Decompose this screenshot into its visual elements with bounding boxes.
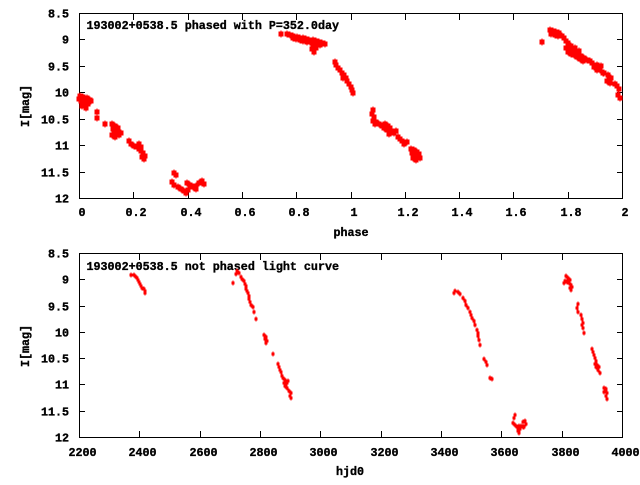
- svg-text:11.5: 11.5: [41, 167, 69, 181]
- svg-text:2: 2: [621, 206, 628, 220]
- svg-text:phase: phase: [333, 226, 368, 240]
- svg-text:11: 11: [55, 140, 69, 154]
- svg-text:3600: 3600: [490, 446, 518, 460]
- svg-text:3800: 3800: [551, 446, 579, 460]
- svg-text:10: 10: [55, 327, 69, 341]
- svg-text:1.8: 1.8: [560, 206, 581, 220]
- svg-text:11.5: 11.5: [41, 406, 69, 420]
- svg-text:8.5: 8.5: [48, 8, 69, 22]
- svg-text:12: 12: [55, 432, 69, 446]
- svg-text:0.6: 0.6: [234, 206, 255, 220]
- svg-text:12: 12: [55, 193, 69, 207]
- svg-text:4000: 4000: [611, 446, 639, 460]
- svg-text:0.8: 0.8: [288, 206, 309, 220]
- svg-text:10: 10: [55, 87, 69, 101]
- svg-text:1.2: 1.2: [397, 206, 418, 220]
- svg-text:9: 9: [62, 34, 69, 48]
- svg-text:2600: 2600: [189, 446, 217, 460]
- svg-text:9.5: 9.5: [48, 61, 69, 75]
- svg-text:3000: 3000: [309, 446, 337, 460]
- svg-text:1.6: 1.6: [505, 206, 526, 220]
- svg-text:11: 11: [55, 379, 69, 393]
- svg-text:8.5: 8.5: [48, 248, 69, 262]
- svg-text:3200: 3200: [370, 446, 398, 460]
- svg-text:193002+0538.5 phased with P=35: 193002+0538.5 phased with P=352.0day: [87, 19, 340, 33]
- svg-text:2200: 2200: [68, 446, 96, 460]
- svg-text:3400: 3400: [430, 446, 458, 460]
- svg-text:2400: 2400: [128, 446, 156, 460]
- svg-text:1: 1: [350, 206, 357, 220]
- svg-text:hjd0: hjd0: [336, 465, 364, 479]
- svg-text:9.5: 9.5: [48, 301, 69, 315]
- svg-text:0.4: 0.4: [180, 206, 201, 220]
- svg-text:9: 9: [62, 274, 69, 288]
- svg-text:2800: 2800: [249, 446, 277, 460]
- svg-text:193002+0538.5 not phased light: 193002+0538.5 not phased light curve: [87, 260, 340, 274]
- svg-text:1.4: 1.4: [451, 206, 472, 220]
- svg-text:10.5: 10.5: [41, 114, 69, 128]
- svg-text:I[mag]: I[mag]: [19, 85, 33, 127]
- svg-text:I[mag]: I[mag]: [19, 325, 33, 367]
- svg-text:10.5: 10.5: [41, 353, 69, 367]
- svg-text:0.2: 0.2: [125, 206, 146, 220]
- svg-text:0: 0: [78, 206, 85, 220]
